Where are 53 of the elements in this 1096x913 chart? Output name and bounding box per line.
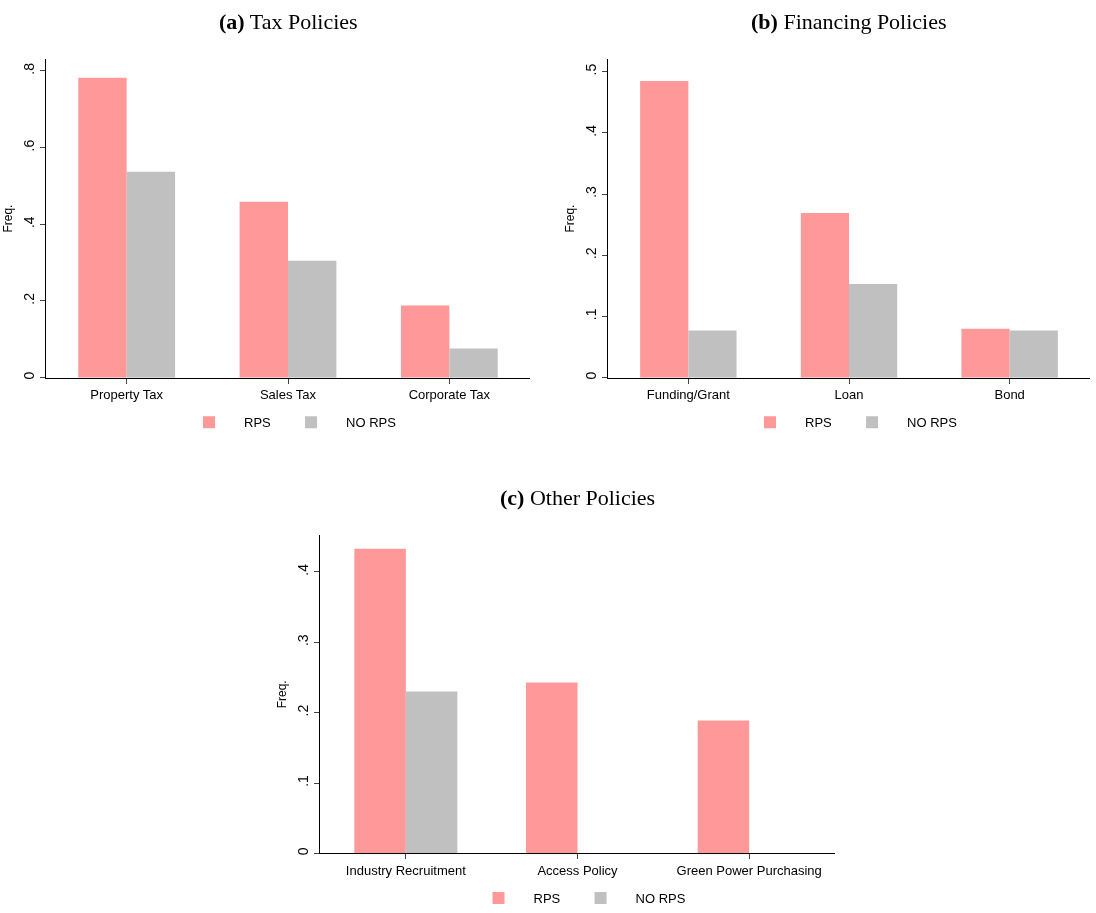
y-tick-label: .2	[21, 292, 38, 305]
bar	[449, 348, 498, 378]
y-tick-label: .4	[21, 216, 38, 229]
x-tick-label: Green Power Purchasing	[676, 863, 822, 879]
x-tick-label: Bond	[994, 387, 1025, 403]
bar	[239, 201, 288, 378]
bar	[400, 305, 450, 378]
legend-label: RPS	[533, 891, 561, 907]
x-tick-label: Industry Recruitment	[345, 863, 467, 879]
bar	[1009, 330, 1058, 378]
bar	[78, 77, 127, 378]
legend-label: RPS	[805, 415, 833, 431]
y-tick-label: .1	[583, 308, 600, 321]
chart-title: (c) Other Policies	[500, 485, 656, 510]
bar	[688, 330, 737, 378]
legend-label: NO RPS	[635, 891, 686, 907]
y-tick-label: .5	[583, 63, 600, 76]
y-tick-label: .4	[583, 124, 600, 137]
bar	[640, 80, 689, 378]
bar	[961, 328, 1010, 378]
x-tick-label: Sales Tax	[259, 387, 317, 403]
bar	[526, 682, 578, 854]
x-tick-label: Access Policy	[537, 863, 619, 879]
x-tick-label: Corporate Tax	[408, 387, 491, 403]
y-axis-title: Freq.	[562, 204, 577, 233]
legend-label: NO RPS	[346, 415, 397, 431]
bar	[405, 691, 458, 854]
bar	[354, 548, 406, 854]
y-tick-label: .3	[583, 185, 600, 198]
bar	[800, 213, 849, 378]
y-tick-label: .8	[21, 62, 38, 75]
x-tick-label: Funding/Grant	[646, 387, 731, 403]
y-tick-label: 0	[295, 847, 312, 856]
y-tick-label: .2	[583, 247, 600, 260]
y-tick-label: .6	[21, 139, 38, 152]
bar	[288, 260, 337, 378]
chart-title: (a) Tax Policies	[219, 9, 358, 34]
y-tick-label: .2	[295, 704, 312, 717]
y-axis-title: Freq.	[274, 680, 289, 709]
bar	[697, 720, 750, 854]
legend-label: RPS	[244, 415, 272, 431]
x-tick-label: Loan	[834, 387, 864, 403]
chart-title: (b) Financing Policies	[751, 9, 947, 34]
legend-label: NO RPS	[907, 415, 958, 431]
bar	[126, 171, 176, 378]
bar	[849, 284, 898, 378]
y-tick-label: .1	[295, 774, 312, 787]
y-tick-label: 0	[583, 371, 600, 380]
x-tick-label: Property Tax	[90, 387, 164, 403]
y-tick-label: .4	[295, 563, 312, 576]
y-tick-label: .3	[295, 634, 312, 647]
y-axis-title: Freq.	[0, 204, 15, 233]
y-tick-label: 0	[21, 371, 38, 380]
